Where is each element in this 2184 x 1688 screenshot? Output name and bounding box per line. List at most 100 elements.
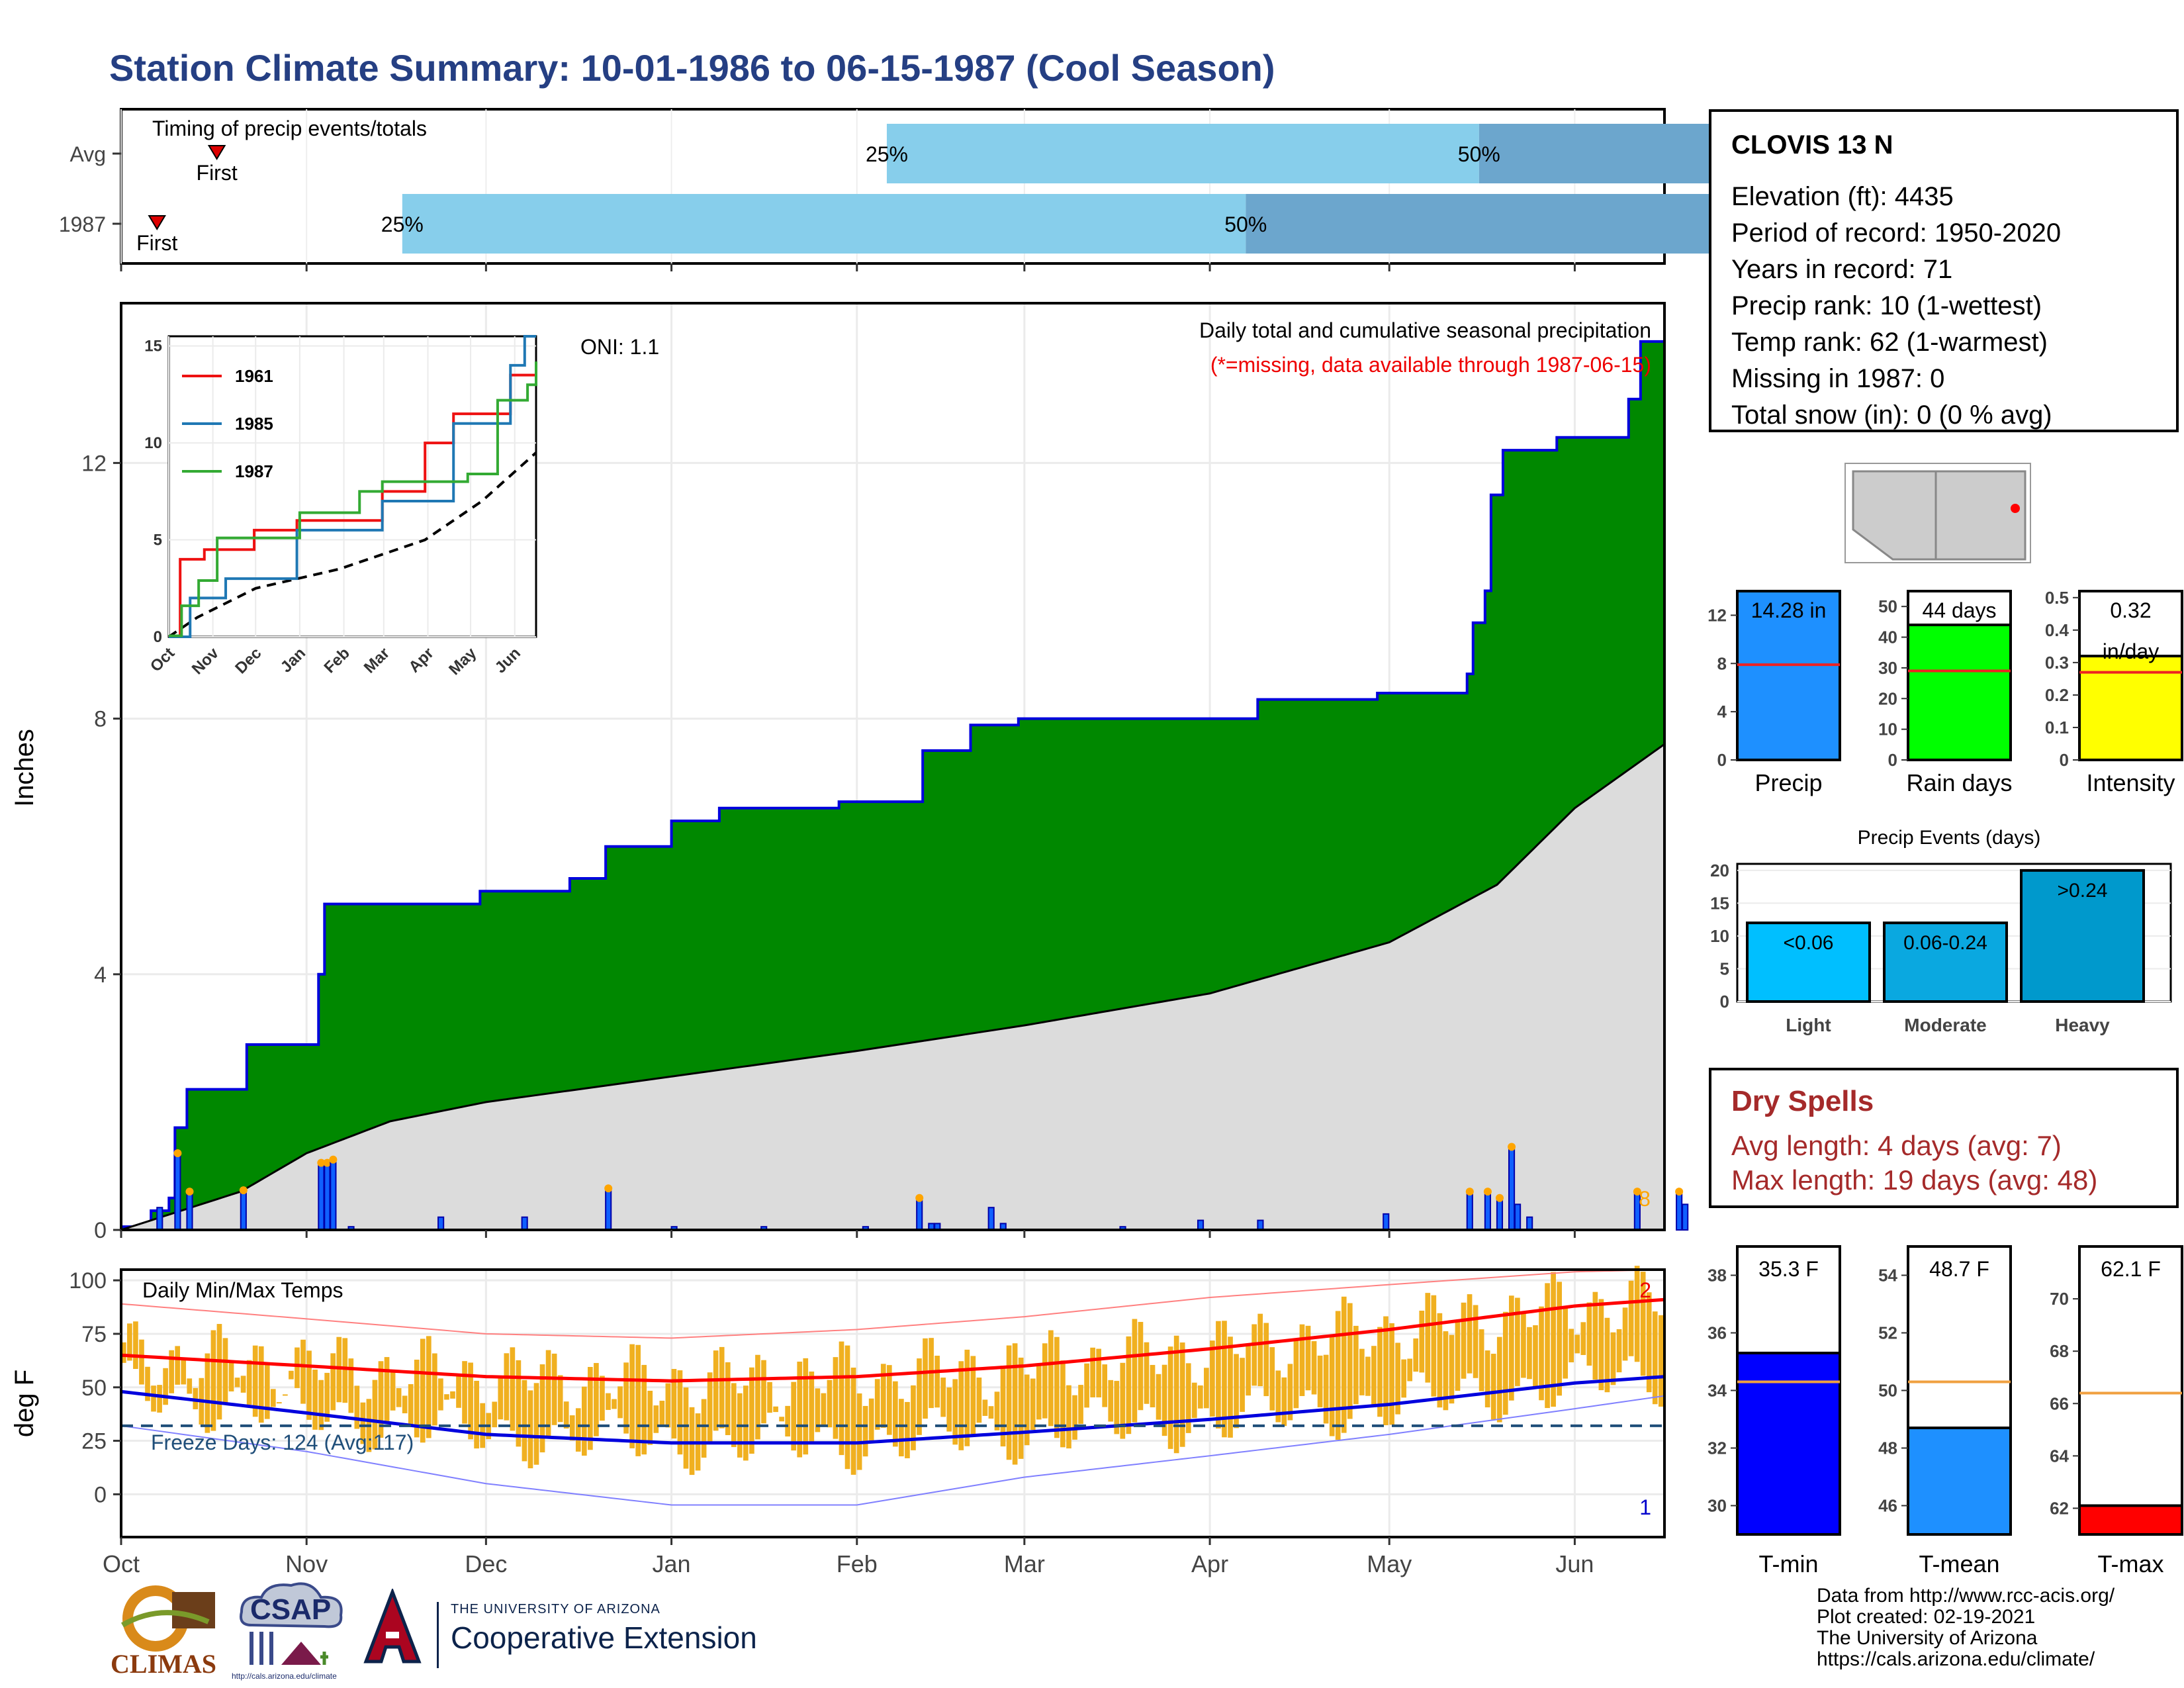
summary-label-0: T-min bbox=[1759, 1550, 1819, 1577]
daily-temp-bar bbox=[1508, 1295, 1514, 1401]
station-missing: Missing in 1987: 0 bbox=[1731, 364, 1945, 393]
daily-temp-bar bbox=[1622, 1307, 1628, 1361]
daily-temp-bar bbox=[1461, 1302, 1467, 1379]
daily-temp-bar bbox=[1228, 1336, 1233, 1438]
daily-temp-bar bbox=[1359, 1348, 1365, 1395]
daily-temp-bar bbox=[761, 1360, 766, 1424]
inset-legend-label-1985: 1985 bbox=[235, 414, 273, 434]
daily-temp-bar bbox=[563, 1401, 569, 1429]
daily-temp-bar bbox=[635, 1344, 641, 1456]
daily-precip-bar bbox=[605, 1188, 612, 1231]
daily-temp-bar bbox=[426, 1336, 432, 1438]
daily-precip-marker bbox=[604, 1184, 613, 1193]
daily-precip-bar bbox=[1682, 1203, 1689, 1231]
daily-temp-bar bbox=[665, 1383, 671, 1428]
daily-temp-bar bbox=[1096, 1348, 1102, 1397]
daily-temp-bar bbox=[1545, 1283, 1550, 1409]
daily-temp-bar bbox=[145, 1366, 150, 1401]
summary-ytick-label: 70 bbox=[2050, 1289, 2069, 1309]
month-label: Mar bbox=[1004, 1550, 1045, 1577]
station-elevation: Elevation (ft): 4435 bbox=[1731, 182, 1954, 211]
daily-precip-bar bbox=[1514, 1203, 1522, 1231]
daily-temp-bar bbox=[1437, 1313, 1443, 1408]
summary-ytick-label: 0 bbox=[1888, 750, 1897, 770]
daily-temp-bar bbox=[1054, 1336, 1060, 1438]
daily-temp-bar bbox=[952, 1379, 958, 1445]
daily-temp-bar bbox=[1132, 1319, 1138, 1423]
daily-temp-bar bbox=[205, 1353, 210, 1433]
daily-temp-bar bbox=[862, 1405, 868, 1457]
daily-temp-bar bbox=[1634, 1266, 1640, 1362]
station-info-box: CLOVIS 13 N Elevation (ft): 4435 Period … bbox=[1709, 109, 2179, 432]
daily-temp-bar bbox=[809, 1371, 815, 1444]
daily-temp-bar bbox=[551, 1353, 557, 1425]
summary-ytick-label: 30 bbox=[1878, 658, 1897, 678]
daily-temp-bar bbox=[246, 1360, 252, 1405]
daily-temp-bar bbox=[1389, 1323, 1394, 1425]
daily-temp-bar bbox=[1383, 1316, 1388, 1425]
daily-temp-bar bbox=[210, 1330, 216, 1431]
summary-ytick-label: 0 bbox=[2060, 750, 2069, 770]
precip-summary-bars: 0 4 8 12 14.28 in Precip 0 10 20 30 40 50 44 days Rai… bbox=[1707, 588, 2183, 796]
dry-spells-max: Max length: 19 days (avg: 48) bbox=[1731, 1164, 2098, 1196]
daily-temp-bar bbox=[157, 1385, 162, 1413]
daily-temp-bar bbox=[1479, 1329, 1484, 1391]
daily-temp-bar bbox=[187, 1378, 193, 1394]
cumulative-1987-area bbox=[121, 341, 1664, 1230]
daily-temp-bar bbox=[1521, 1313, 1526, 1378]
daily-precip-bar bbox=[1496, 1197, 1504, 1231]
daily-temp-bar bbox=[868, 1398, 874, 1441]
precip-annotation-missing: (*=missing, data available through 1987-… bbox=[1210, 353, 1651, 377]
daily-temp-bar bbox=[1473, 1305, 1479, 1378]
daily-temp-bar bbox=[1072, 1395, 1077, 1440]
credits: Data from http://www.rcc-acis.org/ Plot … bbox=[1817, 1585, 2115, 1670]
daily-temp-bar bbox=[1401, 1359, 1406, 1398]
summary-ytick-label: 36 bbox=[1707, 1323, 1727, 1343]
summary-ytick-label: 20 bbox=[1878, 688, 1897, 708]
inset-ytick-label: 0 bbox=[154, 628, 162, 646]
daily-precip-bar bbox=[1466, 1191, 1473, 1231]
daily-temp-bar bbox=[270, 1389, 276, 1407]
timing-first-marker-1 bbox=[148, 215, 166, 230]
daily-temp-bar bbox=[856, 1393, 862, 1470]
daily-temp-bar bbox=[1197, 1385, 1203, 1409]
daily-temp-bar bbox=[1269, 1347, 1275, 1411]
daily-temp-bar bbox=[414, 1359, 420, 1438]
daily-precip-bar bbox=[1676, 1191, 1683, 1231]
summary-ytick-label: 62 bbox=[2050, 1498, 2069, 1518]
daily-temp-bar bbox=[893, 1381, 898, 1447]
daily-temp-bar bbox=[1234, 1354, 1239, 1429]
credit-plot-created: Plot created: 02-19-2021 bbox=[1817, 1606, 2036, 1628]
events-bar-label-0: <0.06 bbox=[1784, 932, 1834, 954]
daily-temp-bar bbox=[803, 1358, 809, 1455]
daily-temp-bar bbox=[1161, 1364, 1167, 1436]
daily-temp-bar bbox=[163, 1368, 168, 1405]
daily-precip-bar bbox=[987, 1207, 995, 1231]
daily-precip-bar bbox=[437, 1216, 445, 1231]
daily-temp-bar bbox=[234, 1378, 240, 1387]
daily-precip-marker bbox=[323, 1158, 332, 1167]
daily-temp-bar bbox=[1173, 1335, 1179, 1454]
daily-temp-bar bbox=[1395, 1342, 1400, 1415]
summary-ytick-label: 46 bbox=[1878, 1496, 1897, 1516]
summary-ytick-label: 48 bbox=[1878, 1438, 1897, 1458]
month-label: Jan bbox=[653, 1550, 691, 1577]
timing-bar-25-50-0 bbox=[886, 124, 1479, 183]
daily-temp-bar bbox=[569, 1415, 575, 1441]
daily-precip-bar bbox=[1508, 1146, 1516, 1231]
page-title: Station Climate Summary: 10-01-1986 to 0… bbox=[109, 47, 1275, 89]
daily-temp-bar bbox=[988, 1406, 994, 1419]
daily-temp-bar bbox=[312, 1369, 318, 1430]
summary-bar-1 bbox=[1907, 624, 2012, 761]
daily-temp-bar bbox=[707, 1372, 713, 1442]
month-label: Dec bbox=[465, 1550, 507, 1577]
daily-precip-bar bbox=[1257, 1219, 1264, 1231]
daily-temp-bar bbox=[348, 1358, 354, 1413]
summary-ytick-label: 52 bbox=[1878, 1323, 1897, 1343]
summary-label-0: Precip bbox=[1754, 769, 1822, 796]
daily-temp-bar bbox=[289, 1370, 294, 1380]
daily-temp-bar bbox=[1006, 1345, 1012, 1460]
daily-temp-bar bbox=[1138, 1321, 1144, 1411]
record-low-count: 1 bbox=[1639, 1495, 1651, 1519]
